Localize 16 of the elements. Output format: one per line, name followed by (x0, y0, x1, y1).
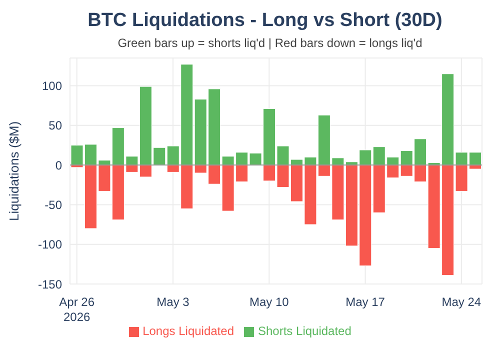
y-tick-label: -100 (38, 238, 62, 252)
y-tick-label: 100 (42, 79, 62, 94)
x-tick-label: May 3 (156, 295, 190, 309)
y-tick-label: 0 (55, 158, 62, 172)
legend-label: Longs Liquidated (142, 324, 234, 338)
x-tick-label: May 24 (442, 295, 482, 309)
x-tick-label: Apr 26 2026 (59, 295, 95, 324)
x-tick-label: May 10 (249, 295, 290, 309)
chart-title: BTC Liquidations - Long vs Short (30D) (86, 10, 444, 32)
y-tick-label: -50 (44, 198, 62, 212)
chart-subtitle: Green bars up = shorts liq'd | Red bars down = longs liq'd (116, 36, 424, 50)
y-tick-label: -150 (38, 277, 62, 292)
y-axis-title: Liquidations ($M) (6, 121, 22, 221)
legend-label: Shorts Liquidated (258, 324, 352, 338)
y-tick-label: 50 (48, 118, 62, 133)
x-tick-label: May 17 (346, 295, 386, 309)
